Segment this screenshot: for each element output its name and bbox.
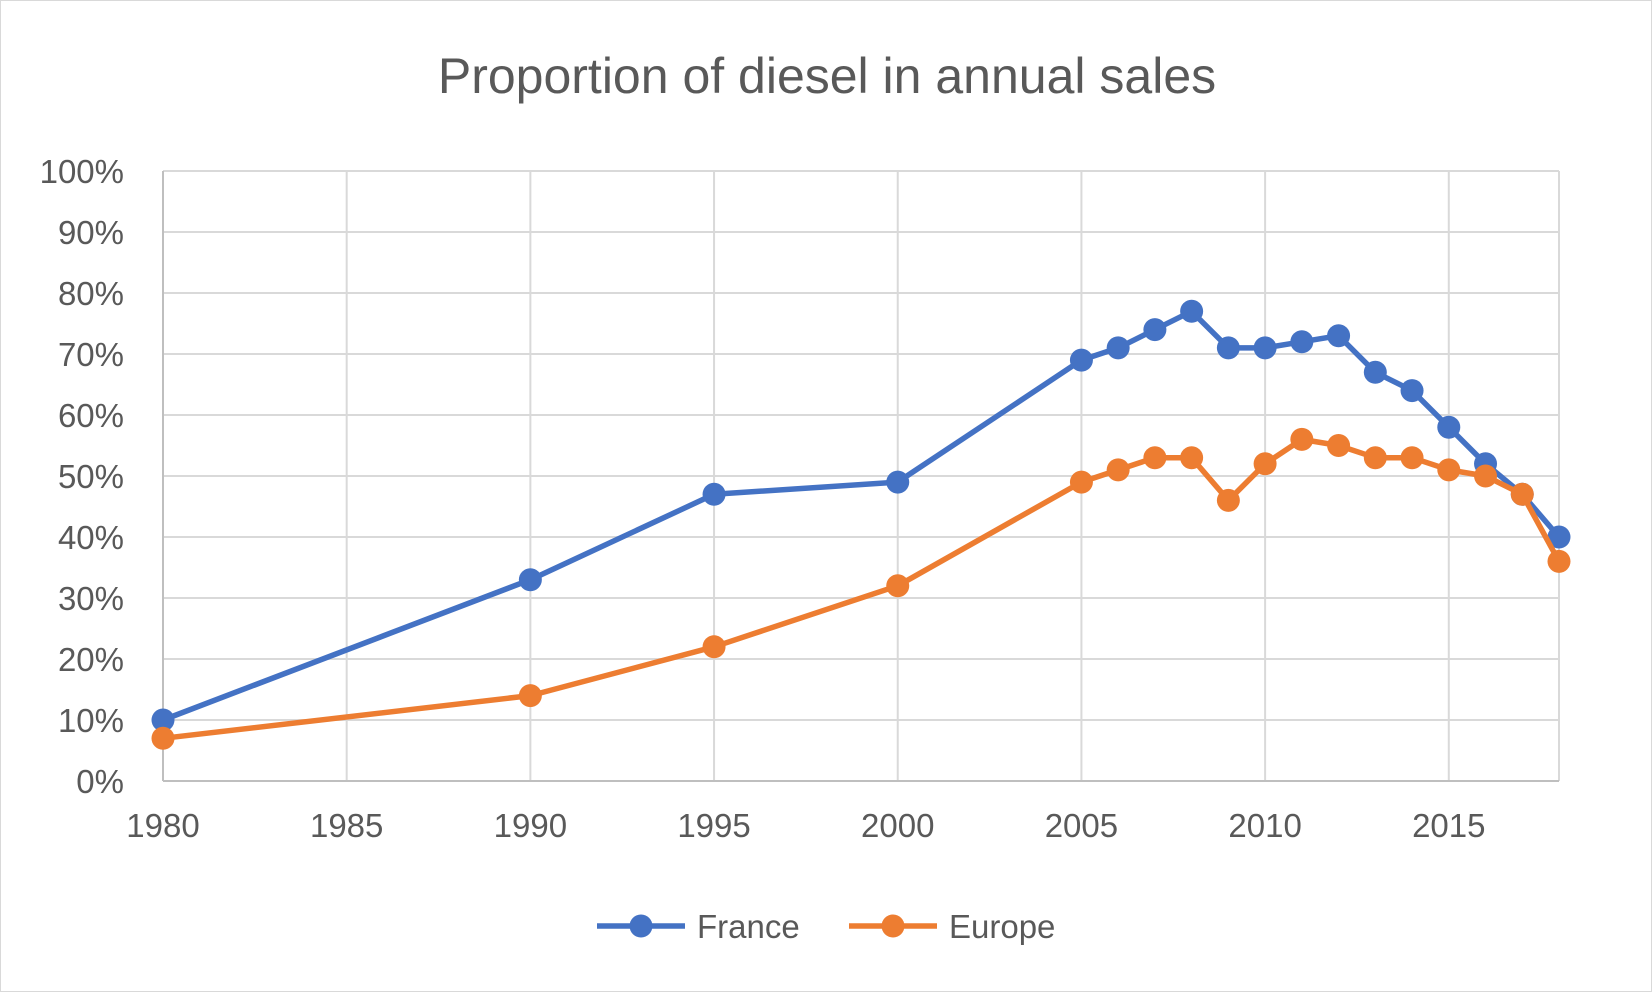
france-data-point <box>1547 525 1571 549</box>
europe-data-point <box>1547 549 1571 573</box>
europe-data-point <box>1290 427 1314 451</box>
europe-data-point <box>151 726 175 750</box>
europe-data-point <box>1069 470 1093 494</box>
europe-data-point <box>1510 482 1534 506</box>
y-tick-label: 10% <box>58 702 124 739</box>
legend-item-europe: Europe <box>849 908 1055 945</box>
europe-data-point <box>1180 446 1204 470</box>
x-tick-label: 1995 <box>677 807 750 844</box>
europe-data-point <box>1474 464 1498 488</box>
france-data-point <box>1253 336 1277 360</box>
axes <box>162 171 1559 782</box>
france-data-point <box>1437 415 1461 439</box>
france-data-point <box>518 568 542 592</box>
europe-data-point <box>1363 446 1387 470</box>
x-tick-label: 2000 <box>861 807 934 844</box>
france-data-point <box>1216 336 1240 360</box>
france-data-point <box>1290 330 1314 354</box>
france-data-point <box>702 482 726 506</box>
europe-data-point <box>1216 488 1240 512</box>
france-data-point <box>1069 348 1093 372</box>
france-data-point <box>1180 299 1204 323</box>
legend-label: France <box>697 908 800 945</box>
y-tick-label: 0% <box>76 763 124 800</box>
y-tick-label: 40% <box>58 519 124 556</box>
x-tick-label: 2005 <box>1045 807 1118 844</box>
legend: France Europe <box>597 908 1055 945</box>
series <box>151 299 1571 750</box>
y-tick-label: 100% <box>40 153 124 190</box>
y-tick-label: 70% <box>58 336 124 373</box>
europe-data-point <box>1106 458 1130 482</box>
x-axis-tick-labels: 1980 1985 1990 1995 2000 2005 2010 2015 <box>126 807 1485 844</box>
france-data-point <box>1363 360 1387 384</box>
france-data-point <box>1327 324 1351 348</box>
europe-data-point <box>1143 446 1167 470</box>
france-data-point <box>1106 336 1130 360</box>
gridlines <box>163 170 1560 781</box>
europe-data-point <box>886 574 910 598</box>
y-tick-label: 50% <box>58 458 124 495</box>
legend-item-france: France <box>597 908 800 945</box>
x-tick-label: 1985 <box>310 807 383 844</box>
y-tick-label: 60% <box>58 397 124 434</box>
series-europe <box>151 427 1571 750</box>
france-data-point <box>1400 379 1424 403</box>
europe-data-point <box>1327 434 1351 457</box>
y-tick-label: 90% <box>58 214 124 251</box>
x-tick-label: 2010 <box>1228 807 1301 844</box>
france-data-point <box>886 470 910 494</box>
legend-label: Europe <box>949 908 1055 945</box>
europe-data-point <box>702 635 726 659</box>
chart-title: Proportion of diesel in annual sales <box>438 48 1216 104</box>
y-tick-label: 80% <box>58 275 124 312</box>
x-tick-label: 1980 <box>126 807 199 844</box>
y-tick-label: 30% <box>58 580 124 617</box>
legend-swatch-marker <box>881 914 905 938</box>
france-data-point <box>151 708 175 732</box>
x-tick-label: 2015 <box>1412 807 1485 844</box>
europe-data-point <box>518 684 542 708</box>
europe-data-point <box>1253 452 1277 476</box>
france-data-point <box>1143 318 1167 342</box>
y-tick-label: 20% <box>58 641 124 678</box>
x-tick-label: 1990 <box>494 807 567 844</box>
y-axis-tick-labels: 0% 10% 20% 30% 40% 50% 60% 70% 80% 90% 100% <box>40 153 124 800</box>
series-france <box>151 299 1571 732</box>
legend-swatch-marker <box>629 914 653 938</box>
europe-data-point <box>1400 446 1424 470</box>
europe-data-point <box>1437 458 1461 482</box>
